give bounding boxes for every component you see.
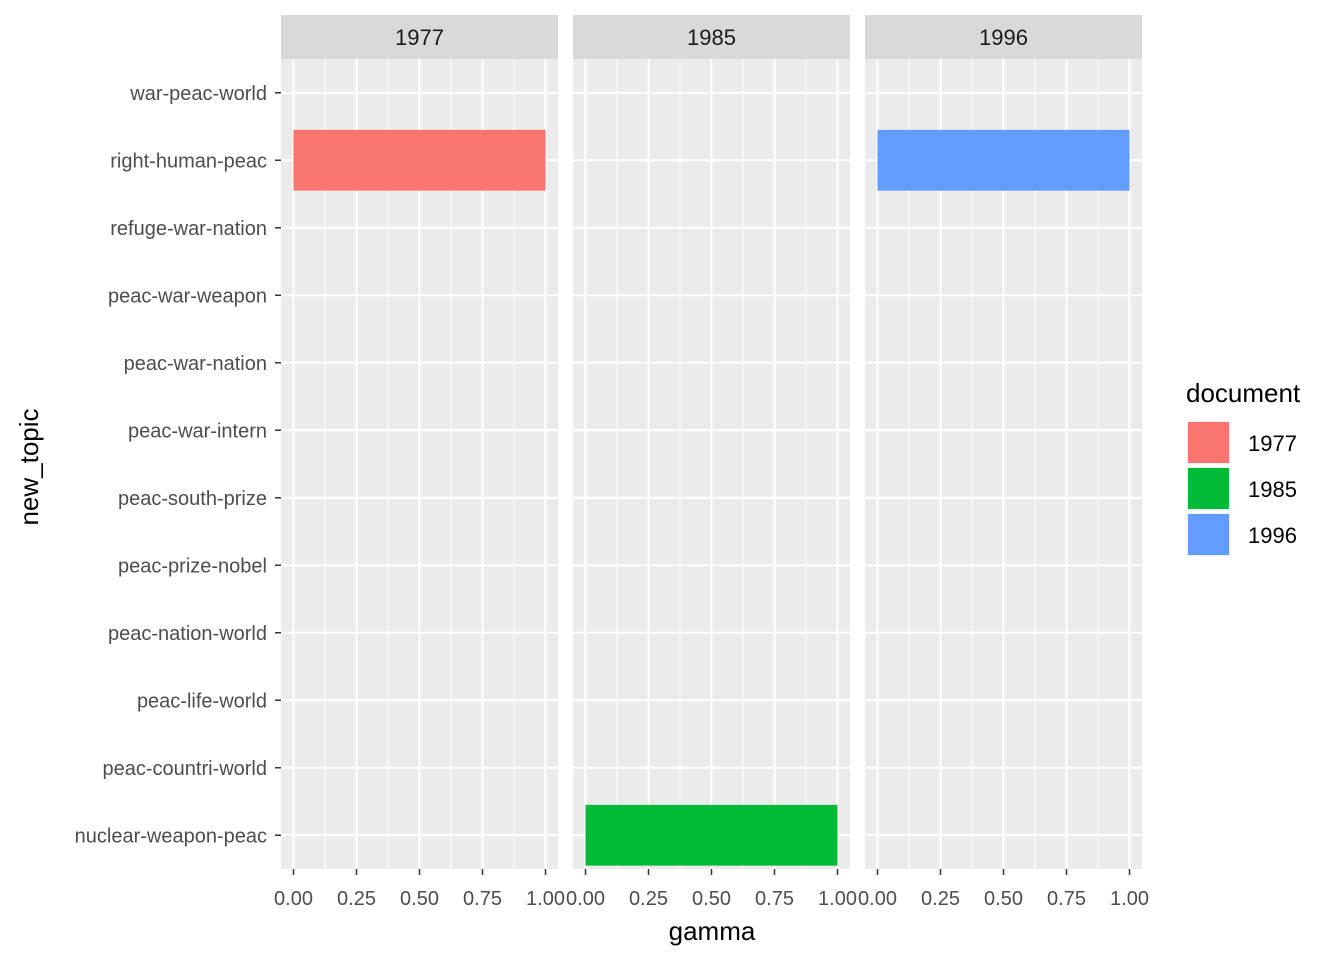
y-tick-label: nuclear-weapon-peac	[75, 825, 267, 847]
x-tick-label: 0.50	[400, 888, 439, 910]
facet-strip	[281, 15, 558, 59]
y-axis: war-peac-world right-human-peac refuge-war…	[75, 83, 281, 847]
x-tick-label: 0.50	[692, 888, 731, 910]
y-tick-label: peac-countri-world	[102, 758, 267, 780]
x-tick-label: 0.00	[858, 888, 897, 910]
legend-key-1977	[1188, 422, 1229, 463]
x-tick-label: 0.00	[566, 888, 605, 910]
facet-panel-1985: 1985 0.00 0.25 0.50 0.75 1.00	[566, 15, 857, 910]
y-tick-label: right-human-peac	[110, 150, 267, 172]
x-tick-label: 0.00	[274, 888, 313, 910]
x-tick-label: 0.75	[463, 888, 502, 910]
facet-panels: 1977 0.00 0.25 0.50 0.75 1.00 1985 0.00 0.25 0.50…	[274, 15, 1149, 910]
y-tick-label: peac-war-weapon	[108, 285, 267, 307]
facet-panel-1996: 1996 0.00 0.25 0.50 0.75 1.00	[858, 15, 1149, 910]
y-tick-label: peac-war-intern	[128, 420, 267, 442]
facet-panel-1977: 1977 0.00 0.25 0.50 0.75 1.00	[274, 15, 565, 910]
x-tick-label: 0.75	[755, 888, 794, 910]
x-axis-title: gamma	[669, 916, 756, 946]
legend-label-1977: 1977	[1248, 431, 1297, 456]
y-axis-title: new_topic	[14, 408, 44, 525]
legend-title: document	[1186, 378, 1301, 408]
facet-strip-label: 1977	[395, 25, 444, 50]
x-tick-label: 0.25	[921, 888, 960, 910]
bar-1985-nuclear-weapon-peac	[585, 804, 838, 866]
bar-1996-right-human-peac	[877, 129, 1130, 191]
x-tick-label: 0.25	[629, 888, 668, 910]
y-tick-label: peac-life-world	[137, 690, 267, 712]
legend-key-1985	[1188, 468, 1229, 509]
x-tick-label: 0.75	[1047, 888, 1086, 910]
y-tick-label: peac-south-prize	[118, 488, 267, 510]
facet-strip-label: 1996	[979, 25, 1028, 50]
y-tick-label: peac-prize-nobel	[118, 555, 267, 577]
legend: document 1977 1985 1996	[1186, 378, 1301, 556]
facet-strip	[573, 15, 850, 59]
facet-strip-label: 1985	[687, 25, 736, 50]
x-tick-label: 1.00	[1110, 888, 1149, 910]
y-tick-label: refuge-war-nation	[110, 218, 267, 240]
legend-label-1996: 1996	[1248, 523, 1297, 548]
facet-strip	[865, 15, 1142, 59]
legend-label-1985: 1985	[1248, 477, 1297, 502]
y-tick-label: peac-nation-world	[108, 623, 267, 645]
bar-1977-right-human-peac	[293, 129, 546, 191]
y-tick-label: war-peac-world	[129, 83, 267, 105]
x-tick-label: 1.00	[526, 888, 565, 910]
x-tick-label: 0.50	[984, 888, 1023, 910]
x-tick-label: 0.25	[337, 888, 376, 910]
y-tick-label: peac-war-nation	[124, 353, 267, 375]
legend-key-1996	[1188, 514, 1229, 555]
x-tick-label: 1.00	[818, 888, 857, 910]
